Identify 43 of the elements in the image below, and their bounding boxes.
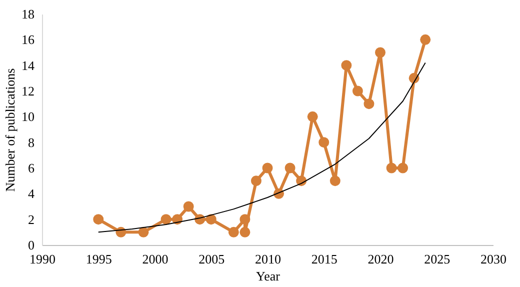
y-tick-label: 0 — [28, 238, 34, 252]
x-tick-label: 2005 — [198, 252, 225, 266]
y-tick-label: 18 — [22, 6, 34, 22]
point — [364, 98, 374, 110]
x-tick-label: 1990 — [30, 252, 56, 266]
x-tick-label: 2020 — [368, 252, 394, 266]
y-tick-label: 8 — [28, 134, 34, 150]
x-tick-label: 2000 — [142, 252, 168, 266]
point — [240, 214, 250, 225]
y-axis-title: Number of publications — [2, 68, 18, 192]
point — [240, 226, 250, 238]
y-tick-label: 12 — [22, 84, 34, 98]
point — [138, 226, 149, 238]
point — [352, 86, 363, 96]
point — [160, 214, 172, 225]
x-tick-label: 2015 — [311, 252, 338, 266]
point — [93, 214, 104, 225]
point — [262, 162, 273, 174]
point — [330, 176, 340, 186]
line-series — [98, 62, 426, 233]
point — [375, 47, 386, 58]
point — [420, 34, 431, 45]
y-tick-label: 4 — [28, 186, 35, 202]
point — [183, 201, 194, 212]
point — [206, 214, 216, 225]
point — [284, 162, 296, 174]
x-tick-label: 2010 — [255, 252, 281, 266]
point — [398, 162, 408, 174]
point — [250, 176, 262, 186]
y-tick-label: 6 — [28, 160, 35, 176]
y-tick-label: 14 — [22, 58, 35, 73]
x-axis-title: Year — [256, 268, 281, 284]
y-tick-label: 10 — [22, 109, 34, 124]
point — [386, 162, 397, 174]
x-tick-label: 2030 — [480, 252, 506, 266]
y-tick-label: 2 — [28, 212, 34, 227]
y-tick-label: 16 — [22, 32, 35, 48]
point — [307, 111, 318, 122]
x-tick-label: 2025 — [424, 252, 450, 266]
point — [318, 137, 330, 148]
point — [341, 60, 352, 71]
point — [228, 226, 239, 238]
x-tick-label: 1995 — [86, 252, 112, 266]
